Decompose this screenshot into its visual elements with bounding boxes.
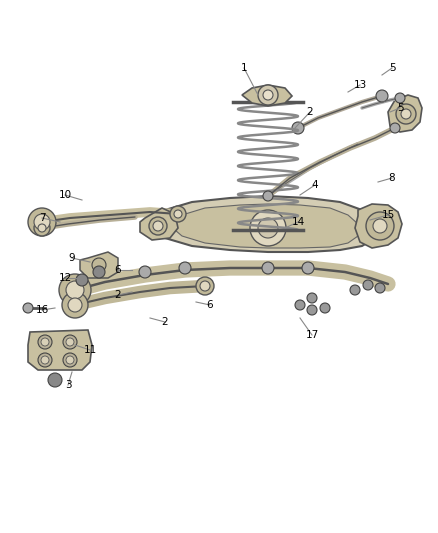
Polygon shape (140, 208, 178, 240)
Circle shape (179, 262, 191, 274)
Circle shape (48, 373, 62, 387)
Circle shape (302, 262, 314, 274)
Circle shape (200, 281, 210, 291)
Circle shape (63, 335, 77, 349)
Circle shape (38, 224, 46, 232)
Circle shape (196, 277, 214, 295)
Circle shape (28, 208, 56, 236)
Circle shape (34, 214, 50, 230)
Polygon shape (388, 95, 422, 132)
Text: 11: 11 (83, 345, 97, 355)
Circle shape (390, 123, 400, 133)
Text: 8: 8 (389, 173, 396, 183)
Circle shape (149, 217, 167, 235)
Text: 3: 3 (65, 380, 71, 390)
Polygon shape (242, 85, 292, 106)
Circle shape (258, 85, 278, 105)
Circle shape (375, 283, 385, 293)
Circle shape (34, 220, 50, 236)
Circle shape (174, 210, 182, 218)
Polygon shape (80, 252, 118, 278)
Circle shape (66, 338, 74, 346)
Text: 10: 10 (58, 190, 71, 200)
Circle shape (92, 258, 106, 272)
Circle shape (139, 266, 151, 278)
Text: 15: 15 (381, 210, 395, 220)
Circle shape (63, 353, 77, 367)
Circle shape (62, 292, 88, 318)
Text: 17: 17 (305, 330, 318, 340)
Circle shape (38, 335, 52, 349)
Polygon shape (148, 196, 375, 252)
Text: 2: 2 (115, 290, 121, 300)
Circle shape (350, 285, 360, 295)
Text: 1: 1 (241, 63, 247, 73)
Polygon shape (28, 330, 92, 370)
Text: 7: 7 (39, 213, 45, 223)
Circle shape (153, 221, 163, 231)
Polygon shape (355, 204, 402, 248)
Circle shape (170, 206, 186, 222)
Circle shape (363, 280, 373, 290)
Text: 13: 13 (353, 80, 367, 90)
Circle shape (376, 90, 388, 102)
Circle shape (41, 338, 49, 346)
Text: 2: 2 (307, 107, 313, 117)
Circle shape (395, 93, 405, 103)
Circle shape (38, 353, 52, 367)
Circle shape (262, 262, 274, 274)
Circle shape (250, 210, 286, 246)
Circle shape (23, 303, 33, 313)
Circle shape (93, 266, 105, 278)
Circle shape (292, 122, 304, 134)
Circle shape (366, 212, 394, 240)
Circle shape (295, 300, 305, 310)
Circle shape (76, 274, 88, 286)
Text: 5: 5 (389, 63, 396, 73)
Circle shape (258, 218, 278, 238)
Circle shape (66, 356, 74, 364)
Circle shape (307, 293, 317, 303)
Text: 6: 6 (115, 265, 121, 275)
Text: 5: 5 (397, 103, 403, 113)
Circle shape (307, 305, 317, 315)
Circle shape (66, 281, 84, 299)
Text: 2: 2 (162, 317, 168, 327)
Polygon shape (168, 204, 358, 248)
Circle shape (263, 191, 273, 201)
Circle shape (41, 356, 49, 364)
Circle shape (263, 90, 273, 100)
Text: 4: 4 (312, 180, 318, 190)
Circle shape (320, 303, 330, 313)
Circle shape (68, 298, 82, 312)
Circle shape (401, 109, 411, 119)
Text: 6: 6 (207, 300, 213, 310)
Circle shape (373, 219, 387, 233)
Text: 12: 12 (58, 273, 72, 283)
Text: 14: 14 (291, 217, 304, 227)
Text: 16: 16 (35, 305, 49, 315)
Circle shape (59, 274, 91, 306)
Circle shape (396, 104, 416, 124)
Text: 9: 9 (69, 253, 75, 263)
